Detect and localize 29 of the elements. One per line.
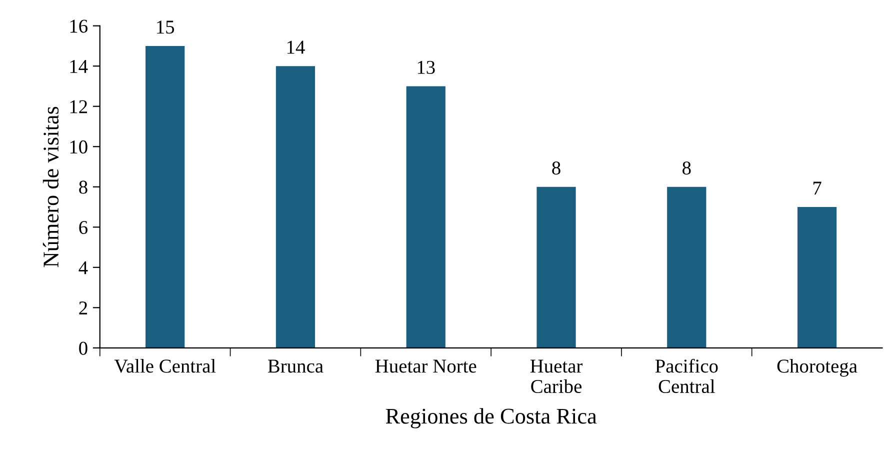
y-tick-label: 14 <box>70 60 88 73</box>
data-label: 15 <box>157 20 174 34</box>
x-tick-label: Valle Central <box>114 359 216 373</box>
y-tick-label: 16 <box>70 20 88 33</box>
data-label: 14 <box>287 40 305 54</box>
bar <box>536 186 576 348</box>
y-tick-label: 8 <box>79 180 88 194</box>
bar <box>667 186 706 348</box>
bar <box>406 86 446 348</box>
data-label: 13 <box>418 60 435 74</box>
x-tick-label: Chorotega <box>777 359 858 377</box>
bar <box>276 66 316 348</box>
y-axis-title: Número de visitas <box>42 106 59 268</box>
data-label: 8 <box>682 161 691 175</box>
y-tick-label: 4 <box>78 261 88 274</box>
bar <box>797 206 837 348</box>
bar <box>146 46 185 348</box>
x-tick-label: Brunca <box>268 360 324 373</box>
y-tick-label: 12 <box>70 100 88 114</box>
x-tick-label: Huetar Caribe <box>530 360 583 394</box>
x-tick-label: Huetar Norte <box>375 360 476 373</box>
data-label: 7 <box>813 182 822 195</box>
y-tick-label: 2 <box>79 302 88 314</box>
x-tick-label: Pacifico Central <box>655 358 718 394</box>
x-axis-title: Regiones de Costa Rica <box>386 408 597 428</box>
y-tick-label: 10 <box>70 140 88 154</box>
data-label: 8 <box>552 161 560 175</box>
y-tick-label: 6 <box>79 220 88 234</box>
y-tick-label: 0 <box>79 342 88 355</box>
